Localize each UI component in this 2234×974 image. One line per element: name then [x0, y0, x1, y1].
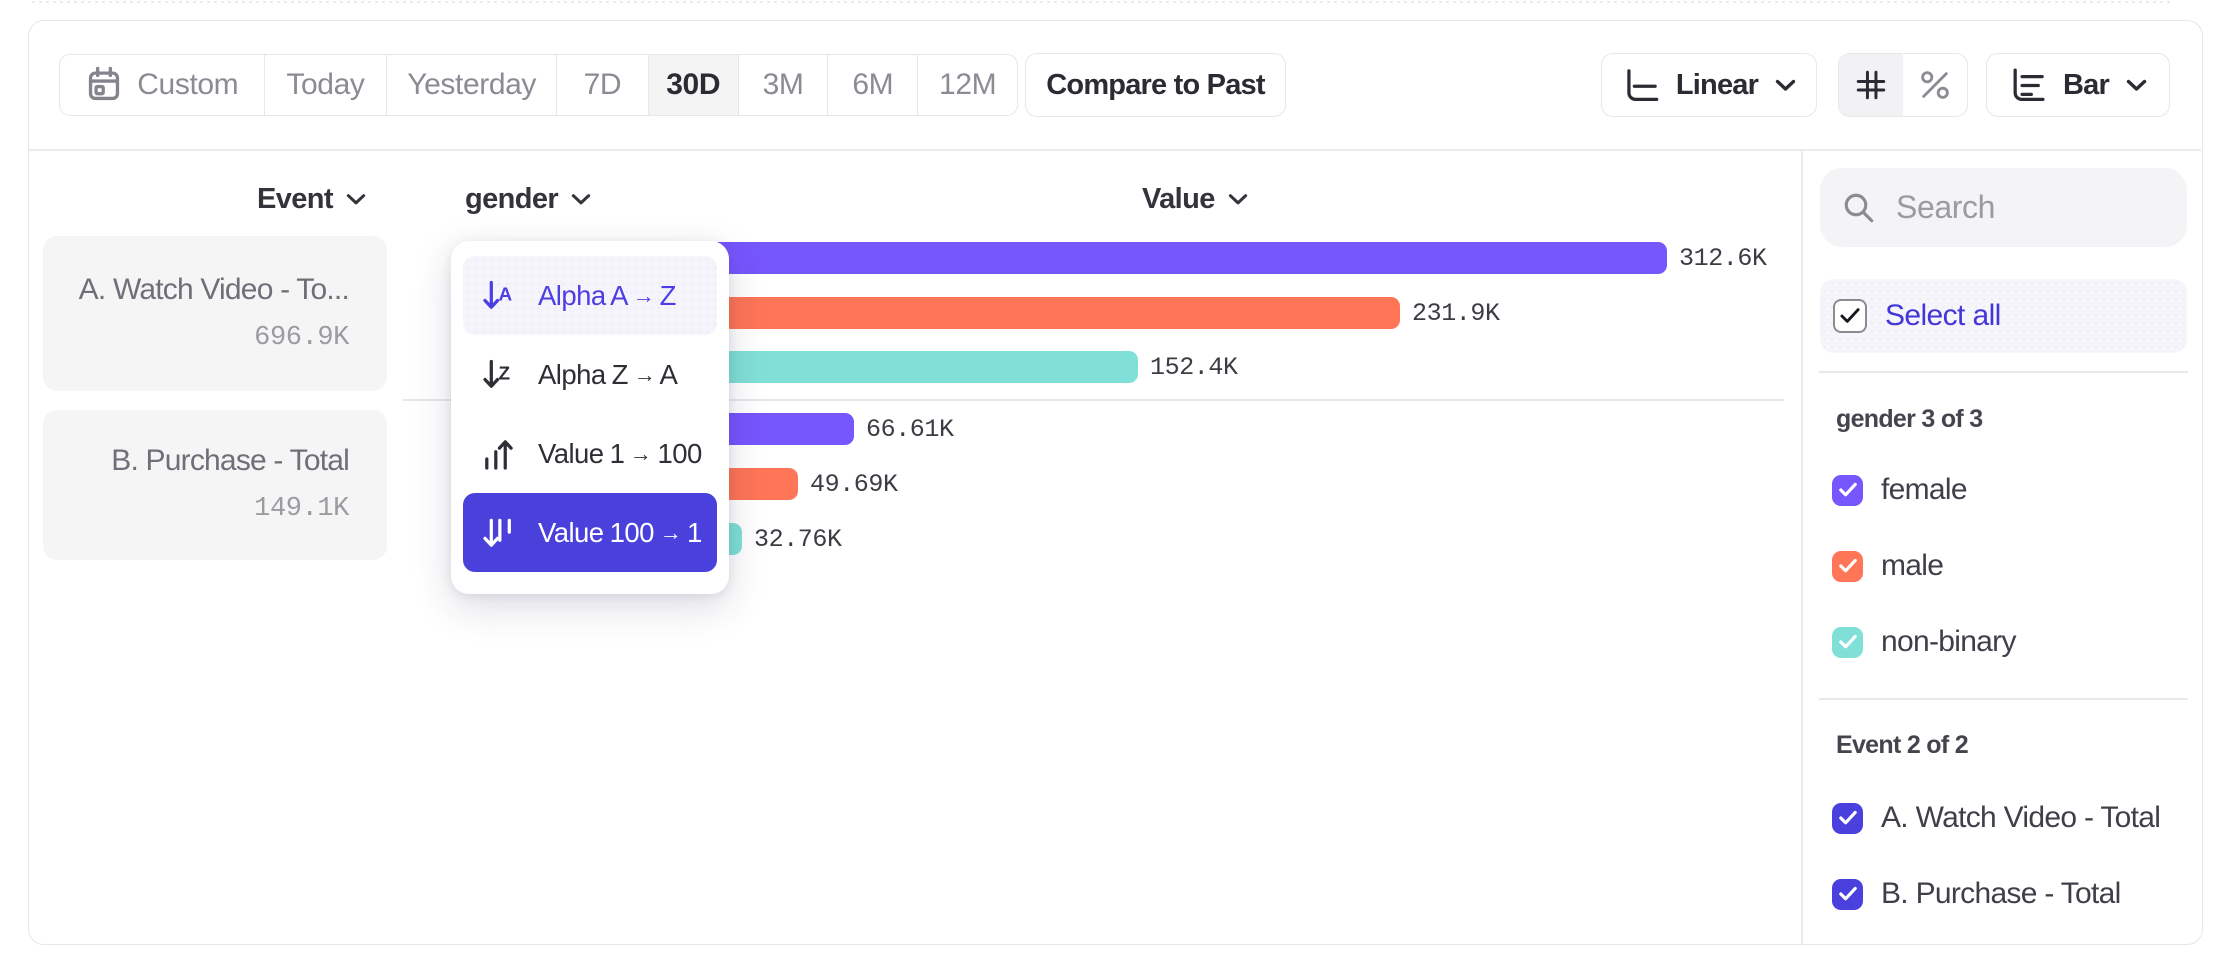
- svg-text:A: A: [499, 284, 513, 305]
- svg-text:Z: Z: [499, 363, 510, 384]
